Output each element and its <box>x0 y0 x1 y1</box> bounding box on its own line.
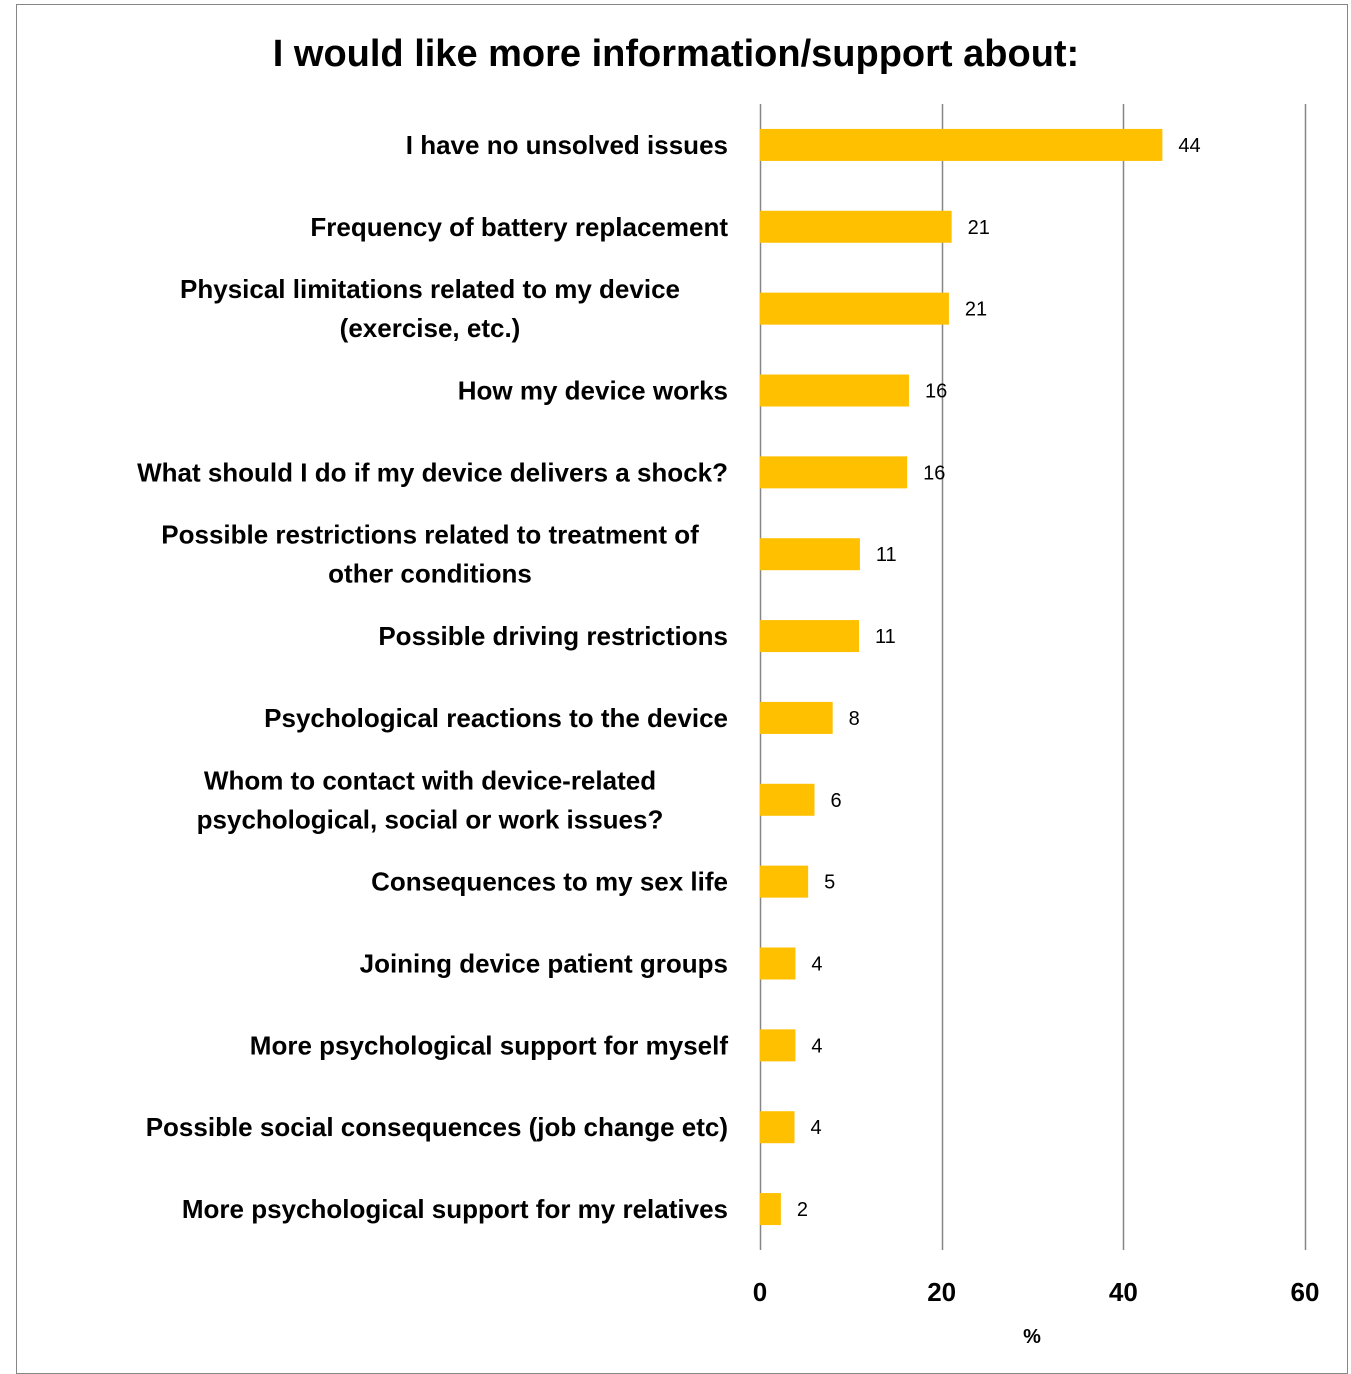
category-label: Possible driving restrictions <box>378 621 728 651</box>
data-label: 16 <box>925 381 947 403</box>
x-tick-labels: 0 20 40 60 <box>753 1277 1320 1307</box>
data-label: 21 <box>965 299 987 321</box>
data-label: 11 <box>876 544 897 566</box>
bar <box>760 1111 795 1144</box>
category-labels: I have no unsolved issues Frequency of ba… <box>137 130 728 1224</box>
bar <box>760 1193 781 1226</box>
data-label: 6 <box>831 790 842 812</box>
category-label: Psychological reactions to the device <box>264 703 728 733</box>
bar <box>760 865 809 898</box>
category-label: I have no unsolved issues <box>406 130 728 160</box>
data-label: 44 <box>1178 135 1200 157</box>
bar <box>760 538 860 571</box>
bar <box>760 1029 796 1062</box>
data-label: 4 <box>811 954 822 976</box>
data-label: 11 <box>875 626 896 648</box>
chart-frame <box>16 4 1348 1374</box>
bar <box>760 128 1163 161</box>
category-label: Joining device patient groups <box>360 949 728 979</box>
bar <box>760 374 909 407</box>
bar <box>760 783 815 816</box>
category-label: What should I do if my device delivers a… <box>137 457 728 487</box>
category-label: More psychological support for my relati… <box>182 1194 728 1224</box>
data-label: 4 <box>811 1117 822 1139</box>
bar <box>760 292 949 325</box>
x-tick-label: 60 <box>1291 1277 1320 1307</box>
data-label: 8 <box>849 708 860 730</box>
bar <box>760 620 860 653</box>
category-label: (exercise, etc.) <box>340 313 521 343</box>
category-label: Consequences to my sex life <box>371 867 728 897</box>
bar <box>760 456 908 489</box>
category-label: Whom to contact with device-related <box>204 765 656 795</box>
bar <box>760 947 796 980</box>
category-label: How my device works <box>458 376 728 406</box>
chart-title: I would like more information/support ab… <box>273 33 1079 75</box>
data-label: 16 <box>923 462 945 484</box>
category-label: Frequency of battery replacement <box>310 212 728 242</box>
bars <box>760 128 1163 1226</box>
category-label: More psychological support for myself <box>250 1030 729 1060</box>
bar <box>760 701 833 734</box>
data-label: 21 <box>968 217 990 239</box>
category-label: Possible restrictions related to treatme… <box>161 520 699 550</box>
data-label: 4 <box>811 1035 822 1057</box>
gridlines <box>759 104 1307 1250</box>
x-tick-label: 40 <box>1109 1277 1138 1307</box>
data-label: 5 <box>824 872 835 894</box>
category-label: other conditions <box>328 559 532 589</box>
data-label: 2 <box>797 1199 808 1221</box>
category-label: psychological, social or work issues? <box>197 804 664 834</box>
bar <box>760 210 952 243</box>
category-label: Physical limitations related to my devic… <box>180 274 680 304</box>
x-axis-title: % <box>1023 1326 1041 1348</box>
category-label: Possible social consequences (job change… <box>146 1112 728 1142</box>
x-tick-label: 0 <box>753 1277 767 1307</box>
x-tick-label: 20 <box>927 1277 956 1307</box>
